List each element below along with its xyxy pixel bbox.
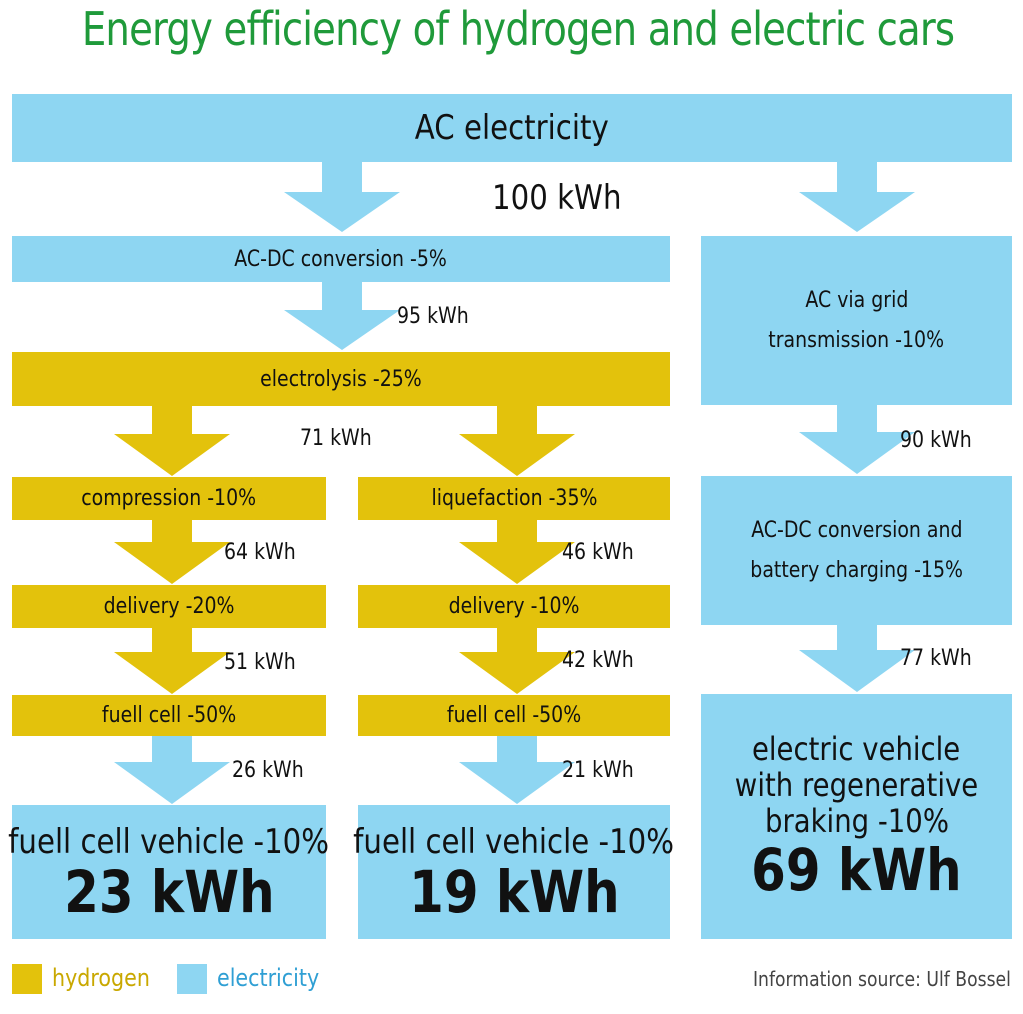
fuelcell-vehicle-liquefied-box: fuell cell vehicle -10% 19 kWh (354, 805, 674, 939)
compression-kwh: 64 kWh (224, 540, 296, 565)
electrolysis-label: electrolysis -25% (260, 366, 422, 392)
fuelcell-vehicle-compressed-result: 23 kWh (63, 857, 275, 926)
fuelcell-compressed-label: fuell cell -50% (101, 703, 237, 728)
fuelcell-vehicle-liquefied-label: fuell cell vehicle -10% (353, 821, 675, 862)
arrow-electrolysis-to-compression (114, 406, 230, 476)
ac-electricity-label: AC electricity (415, 108, 609, 148)
liquefaction-box: liquefaction -35% (358, 477, 670, 520)
fuelcell-vehicle-compressed-box: fuell cell vehicle -10% 23 kWh (9, 805, 329, 939)
compression-box: compression -10% (12, 477, 326, 520)
legend-electricity-swatch (177, 964, 207, 994)
delivery-liquefied-kwh: 42 kWh (562, 648, 634, 673)
fuelcell-liquefied-kwh: 21 kWh (562, 758, 634, 783)
charging-kwh: 77 kWh (900, 646, 972, 671)
source-kwh: 100 kWh (492, 178, 622, 218)
arrow-liquefaction-to-delivery (459, 520, 575, 584)
arrow-grid-to-charging (799, 405, 915, 474)
battery-charging-line2: battery charging -15% (750, 557, 963, 583)
delivery-liquefied-label: delivery -10% (448, 594, 580, 619)
acdc-kwh: 95 kWh (397, 304, 469, 329)
arrow-fuelcell-right-to-vehicle (459, 736, 575, 804)
fuelcell-vehicle-liquefied-result: 19 kWh (408, 857, 620, 926)
delivery-compressed-box: delivery -20% (12, 585, 326, 628)
electrolysis-kwh: 71 kWh (300, 426, 372, 451)
arrow-ac-to-grid (799, 162, 915, 232)
compression-label: compression -10% (81, 486, 257, 511)
page-title: Energy efficiency of hydrogen and electr… (81, 2, 955, 56)
acdc-conversion-label: AC-DC conversion -5% (234, 246, 448, 272)
arrow-charging-to-ev (799, 625, 915, 692)
delivery-compressed-label: delivery -20% (103, 594, 235, 619)
legend-electricity-label: electricity (217, 964, 320, 992)
delivery-compressed-kwh: 51 kWh (224, 650, 296, 675)
legend-hydrogen-label: hydrogen (52, 964, 150, 992)
electrolysis-box: electrolysis -25% (12, 352, 670, 406)
liquefaction-kwh: 46 kWh (562, 540, 634, 565)
delivery-liquefied-box: delivery -10% (358, 585, 670, 628)
grid-kwh: 90 kWh (900, 428, 972, 453)
electric-vehicle-box: electric vehicle with regenerative braki… (701, 694, 1012, 939)
electric-vehicle-line3: braking -10% (764, 801, 949, 840)
fuelcell-compressed-box: fuell cell -50% (12, 695, 326, 736)
arrow-electrolysis-to-liquefaction (459, 406, 575, 476)
electric-vehicle-line2: with regenerative (734, 766, 979, 805)
ac-electricity-box: AC electricity (12, 94, 1012, 162)
liquefaction-label: liquefaction -35% (431, 486, 597, 511)
fuelcell-vehicle-compressed-label: fuell cell vehicle -10% (8, 821, 330, 862)
arrow-acdc-to-electrolysis (284, 282, 400, 350)
arrow-compression-to-delivery (114, 520, 230, 584)
grid-transmission-line2: transmission -10% (768, 327, 945, 353)
acdc-conversion-box: AC-DC conversion -5% (12, 236, 670, 282)
electric-vehicle-result: 69 kWh (751, 835, 962, 904)
battery-charging-line1: AC-DC conversion and (750, 517, 963, 543)
arrow-delivery-right-to-fuelcell (459, 628, 575, 694)
fuelcell-liquefied-label: fuell cell -50% (446, 703, 582, 728)
grid-transmission-box: AC via grid transmission -10% (701, 236, 1012, 405)
arrow-fuelcell-left-to-vehicle (114, 736, 230, 804)
information-source: Information source: Ulf Bossel (753, 967, 1011, 991)
fuelcell-compressed-kwh: 26 kWh (232, 758, 304, 783)
grid-transmission-line1: AC via grid (805, 287, 908, 313)
legend-hydrogen-swatch (12, 964, 42, 994)
battery-charging-box: AC-DC conversion and battery charging -1… (701, 476, 1012, 625)
arrow-delivery-left-to-fuelcell (114, 628, 230, 694)
fuelcell-liquefied-box: fuell cell -50% (358, 695, 670, 736)
arrow-ac-to-acdc (284, 162, 400, 232)
electric-vehicle-line1: electric vehicle (752, 730, 961, 769)
